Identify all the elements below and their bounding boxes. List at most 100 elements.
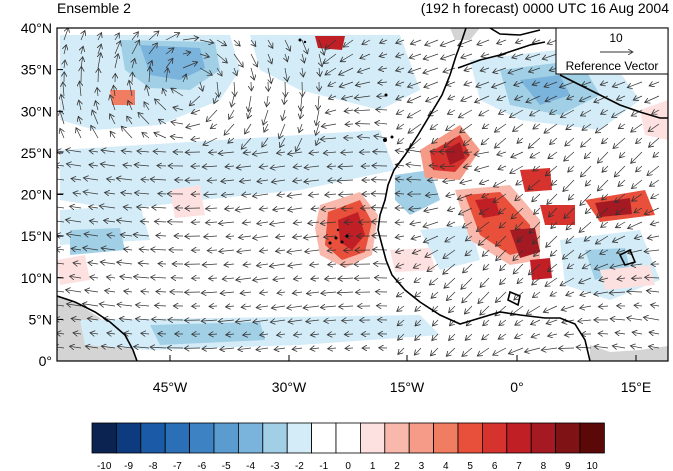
colorbar-swatch	[116, 422, 142, 454]
wind-vector	[279, 123, 286, 139]
wind-vector	[117, 346, 133, 348]
wind-vector	[71, 319, 82, 321]
wind-vector	[646, 291, 660, 292]
wind-vector	[550, 292, 558, 296]
wind-vector	[446, 82, 456, 85]
wind-vector	[83, 178, 99, 180]
reference-vector-magnitude: 10	[609, 31, 623, 45]
wind-vector	[328, 348, 337, 349]
wind-vector	[71, 249, 82, 251]
wind-vector	[396, 110, 405, 114]
wind-vector	[380, 40, 388, 43]
wind-vector	[481, 137, 490, 145]
wind-vector	[515, 193, 524, 201]
wind-vector	[650, 222, 660, 225]
wind-vector	[566, 221, 575, 230]
wind-vector	[73, 333, 82, 334]
wind-vector	[516, 180, 524, 185]
wind-vector	[396, 40, 405, 43]
wind-vector	[645, 95, 660, 103]
wind-vector	[154, 221, 167, 222]
wind-vector	[148, 43, 157, 55]
wind-vector	[277, 334, 286, 335]
wind-vector	[117, 262, 133, 264]
wind-vector	[98, 33, 102, 41]
colorbar-label: 8	[541, 461, 547, 471]
wind-vector	[410, 40, 422, 44]
wind-vector	[432, 333, 439, 341]
y-tick-label: 0°	[39, 353, 52, 369]
wind-vector	[70, 276, 82, 278]
wind-vector	[61, 94, 64, 111]
wind-vector	[191, 138, 201, 140]
wind-vector	[497, 96, 507, 100]
x-tick-label: 45°W	[153, 379, 188, 395]
wind-vector	[609, 292, 626, 293]
wind-vector	[357, 137, 371, 138]
wind-vector	[515, 96, 524, 100]
wind-vector	[647, 236, 660, 238]
wind-vector	[480, 277, 490, 287]
wind-vector	[319, 53, 322, 67]
wind-vector	[240, 292, 252, 293]
wind-vector	[581, 137, 592, 147]
wind-vector	[341, 152, 354, 153]
wind-vector	[550, 249, 558, 256]
colorbar-swatch	[335, 422, 361, 454]
wind-vector	[395, 165, 405, 167]
wind-vector	[425, 39, 439, 45]
wind-vector	[202, 348, 218, 349]
wind-vector	[458, 109, 473, 118]
wind-vector	[459, 207, 473, 215]
wind-vector	[66, 290, 82, 292]
wind-vector	[138, 112, 150, 125]
wind-vector	[316, 123, 319, 135]
wind-vector	[602, 165, 609, 172]
wind-vector	[542, 53, 558, 59]
wind-vector	[379, 54, 388, 57]
wind-vector	[584, 151, 592, 159]
wind-vector	[70, 206, 82, 208]
wind-vector	[309, 152, 320, 153]
wind-vector	[517, 137, 524, 143]
wind-vector	[310, 348, 320, 349]
wind-vector	[293, 222, 303, 223]
wind-vector	[66, 234, 82, 236]
colorbar-label: -4	[246, 461, 255, 471]
colorbar-swatch	[311, 422, 337, 454]
wind-vector	[580, 165, 592, 177]
wind-vector	[529, 221, 541, 234]
wind-vector	[396, 264, 405, 267]
wind-vector	[566, 123, 575, 130]
wind-vector	[395, 222, 405, 223]
wind-vector	[547, 193, 558, 204]
wind-vector	[526, 305, 541, 314]
wind-vector	[189, 95, 201, 106]
wind-vector	[270, 222, 286, 224]
wind-vector	[127, 116, 133, 125]
colorbar-label: -9	[124, 461, 133, 471]
wind-vector	[224, 123, 235, 135]
wind-vector	[89, 165, 99, 166]
wind-vector	[318, 39, 324, 55]
wind-vector	[496, 249, 507, 261]
wind-vector	[316, 109, 319, 126]
wind-vector	[338, 166, 354, 167]
wind-vector	[412, 250, 422, 254]
wind-vector	[226, 306, 235, 307]
wind-vector	[306, 320, 320, 322]
wind-vector	[600, 250, 609, 254]
wind-vector	[114, 41, 121, 55]
wind-vector	[144, 102, 150, 111]
wind-vector	[158, 334, 167, 335]
wind-vector	[415, 333, 422, 341]
wind-vector	[465, 333, 473, 340]
wind-vector	[493, 179, 507, 187]
wind-vector	[303, 236, 320, 238]
wind-vector	[91, 125, 99, 139]
wind-vector	[99, 206, 116, 208]
wind-vector	[293, 180, 303, 181]
colorbar-label: 2	[394, 461, 400, 471]
wind-vector	[305, 250, 320, 252]
